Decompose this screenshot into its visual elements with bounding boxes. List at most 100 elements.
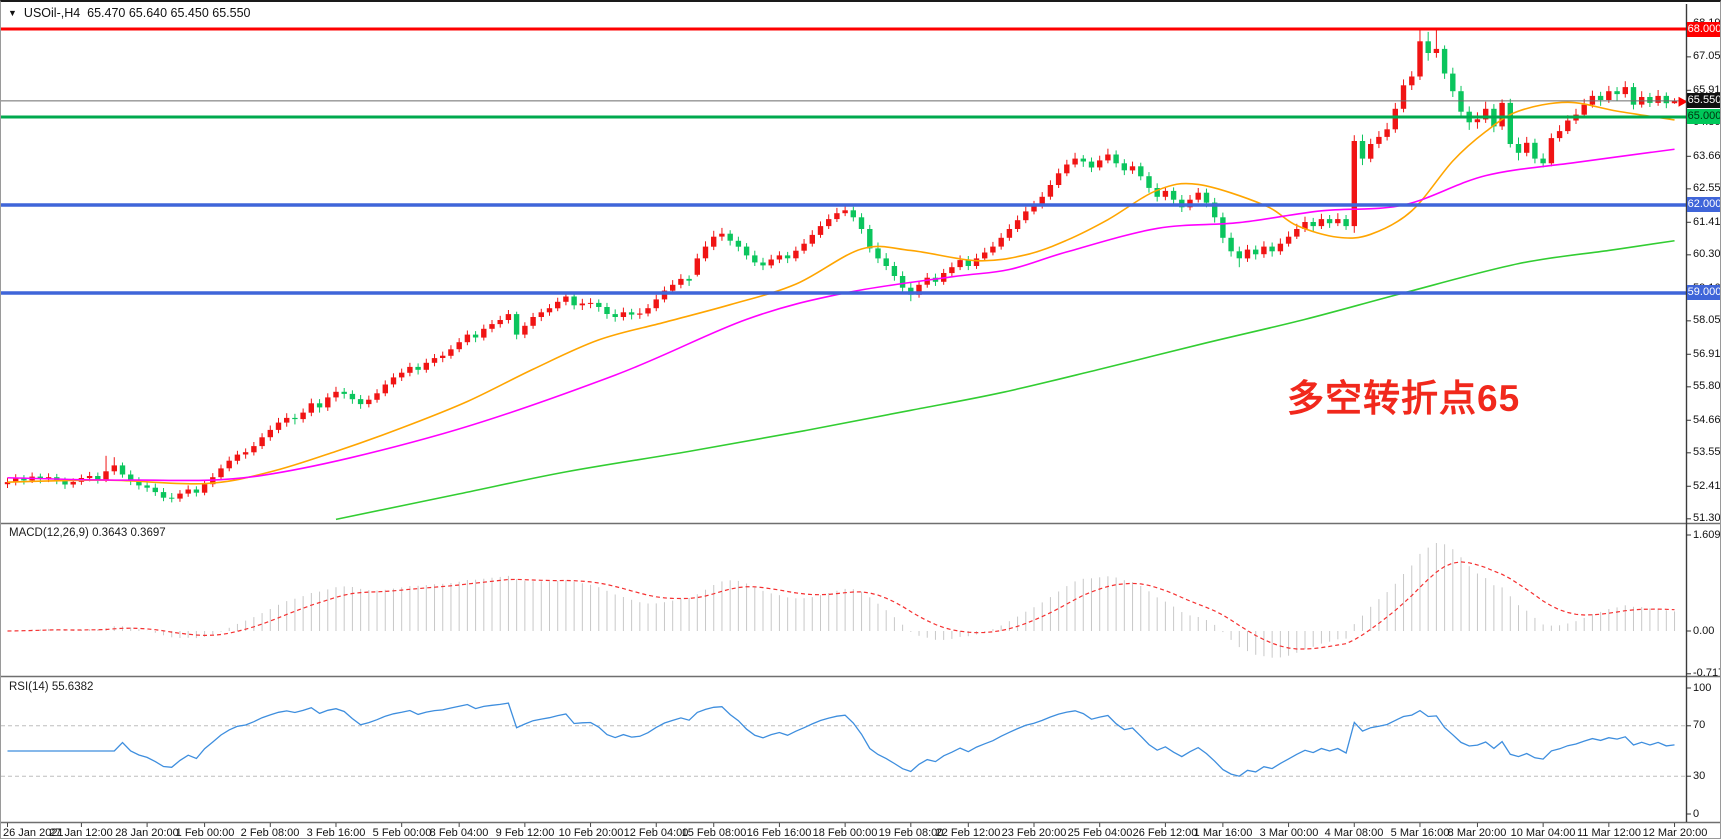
candle [136, 481, 142, 486]
candle [670, 284, 676, 291]
candle [1195, 192, 1201, 200]
time-tick-label: 27 Jan 12:00 [49, 827, 113, 839]
candle [1236, 251, 1242, 259]
candle [924, 277, 930, 285]
candle [850, 210, 856, 218]
candle [1310, 222, 1316, 227]
candle [891, 266, 898, 276]
candle [1253, 249, 1259, 255]
candle [1318, 219, 1325, 227]
candle [1277, 243, 1284, 252]
candle [1146, 176, 1152, 188]
symbol-ohlc-label: USOil-,H4 65.470 65.640 65.450 65.550 [23, 6, 251, 20]
candle [62, 480, 68, 485]
candle [1170, 190, 1177, 200]
candle [1581, 104, 1587, 115]
candle [1474, 119, 1481, 123]
candle [1039, 196, 1045, 206]
price-badge: 62.000 [1687, 197, 1721, 212]
candle [982, 252, 988, 259]
candle [152, 487, 158, 493]
candle [563, 296, 569, 302]
ma-slow-line [335, 239, 1675, 521]
candle [867, 229, 873, 249]
candle [1088, 161, 1095, 168]
candle [760, 262, 766, 266]
candle [1376, 136, 1382, 144]
rsi-scale-label: 30 [1693, 770, 1706, 782]
rsi-scale-label: 70 [1693, 719, 1706, 731]
candle [875, 248, 881, 259]
candle [530, 317, 536, 326]
candle [226, 460, 232, 469]
candle [1540, 158, 1546, 164]
candle [587, 302, 594, 304]
time-tick-label: 22 Feb 12:00 [935, 827, 1001, 839]
candle [242, 452, 249, 455]
candle [743, 246, 750, 256]
candle [1384, 129, 1390, 137]
candle [4, 482, 11, 485]
candle [899, 276, 906, 288]
candle [1417, 41, 1423, 77]
price-tick-label: 67.050 [1693, 50, 1721, 62]
candle [1663, 95, 1669, 104]
candle [341, 391, 347, 394]
candle [612, 314, 618, 317]
candle [908, 287, 914, 295]
candle [1064, 164, 1070, 174]
candle [1285, 236, 1292, 244]
expander-icon[interactable]: ▼ [8, 8, 17, 18]
ma-mid-line [7, 148, 1675, 482]
candle [382, 384, 388, 394]
candle [423, 362, 429, 370]
candle [883, 258, 889, 266]
candle [949, 267, 955, 274]
candle [1014, 220, 1021, 229]
candle [1343, 219, 1349, 227]
candle [267, 429, 273, 438]
time-tick-label: 8 Feb 04:00 [429, 827, 489, 839]
time-tick-label: 26 Feb 12:00 [1132, 827, 1198, 839]
time-tick-label: 5 Feb 00:00 [372, 827, 432, 839]
chart-frame [1, 4, 1720, 827]
candle [1556, 131, 1563, 139]
candle [571, 296, 577, 306]
macd-indicator-label: MACD(12,26,9) 0.3643 0.3697 [9, 527, 166, 539]
candle [1614, 91, 1620, 95]
time-tick-label: 3 Mar 00:00 [1259, 827, 1319, 839]
macd-scale-label: 0.00 [1693, 625, 1715, 637]
candle [1630, 87, 1637, 105]
symbol-header: ▼ USOil-,H4 65.470 65.640 65.450 65.550 [8, 6, 250, 20]
candle [1499, 102, 1505, 127]
rsi-indicator-label: RSI(14) 55.6382 [9, 681, 94, 693]
candle [1080, 158, 1086, 162]
candle [374, 393, 380, 400]
candle [1162, 190, 1169, 197]
time-tick-label: 11 Mar 12:00 [1576, 827, 1641, 839]
macd-panel [7, 543, 1676, 658]
time-tick-label: 2 Feb 08:00 [240, 827, 300, 839]
candle [1368, 144, 1374, 159]
candle [472, 334, 479, 338]
time-tick-label: 18 Feb 00:00 [812, 827, 878, 839]
candle [390, 377, 397, 385]
candle [858, 217, 865, 229]
candle [998, 237, 1004, 247]
candle [727, 233, 733, 241]
candle [1622, 87, 1628, 95]
candle [719, 233, 725, 237]
candle [1129, 166, 1136, 171]
ma-fast-line [7, 101, 1675, 485]
candle [1392, 108, 1398, 130]
candle [1441, 48, 1448, 74]
time-tick-label: 12 Feb 04:00 [623, 827, 689, 839]
time-tick-label: 4 Mar 08:00 [1324, 827, 1384, 839]
candle [1548, 138, 1555, 164]
candle [292, 417, 298, 420]
candle [768, 259, 774, 266]
candle [1105, 154, 1111, 161]
candle [308, 403, 314, 413]
candle [546, 308, 553, 313]
